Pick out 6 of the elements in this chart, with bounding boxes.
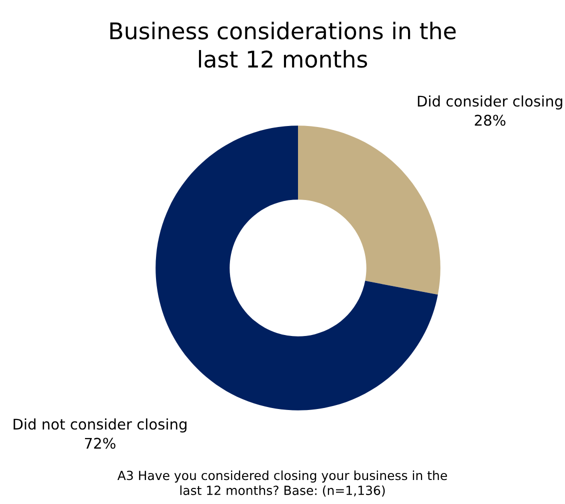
- data-label: 28%: [474, 114, 506, 126]
- data-label: 72%: [84, 438, 116, 449]
- text: A3 Have you considered closing your business in the last 12 months? Base: (n=1,136): [117, 470, 447, 497]
- slice-label: Did not consider closing: [14, 418, 186, 433]
- slice-label: Did consider closing: [418, 95, 562, 110]
- chart-title: Business considerations in the last 12 months: [110, 22, 456, 68]
